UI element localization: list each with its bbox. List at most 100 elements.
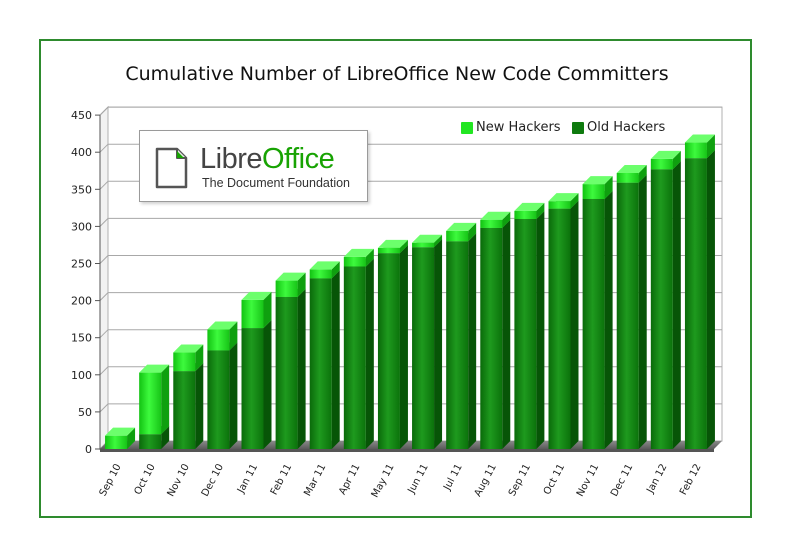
legend-swatch-old xyxy=(572,122,584,134)
x-tick-label: Jul 11 xyxy=(442,462,465,493)
bar-new-hackers-front xyxy=(684,142,707,159)
bar-new-hackers xyxy=(582,176,613,199)
bar-new-hackers xyxy=(446,222,477,242)
bar-new-hackers xyxy=(343,248,374,267)
bar-new-hackers-top xyxy=(241,291,272,300)
bar-old-hackers-side xyxy=(536,210,545,449)
plot-side-wall xyxy=(99,105,109,451)
bar-new-hackers-top xyxy=(616,164,647,173)
bar-new-hackers-side xyxy=(331,261,340,279)
bar-new-hackers-top xyxy=(207,321,238,330)
bar-new-hackers-top xyxy=(105,427,136,436)
x-tick-label: Oct 10 xyxy=(133,462,158,496)
bar-new-hackers-side xyxy=(297,272,306,297)
bar-old-hackers-side xyxy=(399,245,408,449)
bar-old-hackers-side xyxy=(570,200,579,449)
bar-new-hackers-top xyxy=(343,248,374,257)
x-tick-label: Sep 11 xyxy=(507,462,533,498)
y-tick-label: 300 xyxy=(71,220,92,233)
bar-old-hackers-front xyxy=(207,350,230,449)
x-tick-label: Apr 11 xyxy=(337,462,362,496)
bar-old-hackers xyxy=(309,270,340,449)
bar-new-hackers-side xyxy=(229,321,238,351)
bar-new-hackers xyxy=(650,150,681,170)
bar-new-hackers-front xyxy=(309,269,332,279)
y-tick-label: 450 xyxy=(71,109,92,122)
bar-old-hackers-front xyxy=(616,182,639,449)
bar-new-hackers-top xyxy=(650,150,681,159)
bar-new-hackers-side xyxy=(536,202,545,219)
bar-new-hackers xyxy=(207,321,238,351)
plot-floor-edge xyxy=(100,449,714,452)
bar-new-hackers-front xyxy=(480,219,503,228)
x-tick-label: Dec 11 xyxy=(609,462,635,498)
x-tick-label: Mar 11 xyxy=(302,462,328,498)
bar-old-hackers-side xyxy=(195,363,204,449)
x-tick-label: May 11 xyxy=(370,462,397,499)
bar-old-hackers-side xyxy=(229,342,238,449)
bar-old-hackers xyxy=(616,174,647,449)
bar-new-hackers-front xyxy=(105,435,128,449)
bar-old-hackers-front xyxy=(275,296,298,449)
logo-word-office: Office xyxy=(262,143,335,175)
bar-old-hackers-side xyxy=(672,161,681,450)
x-tick-label: Nov 11 xyxy=(575,462,601,498)
bar-old-hackers-front xyxy=(480,227,503,449)
bar-new-hackers-side xyxy=(434,234,443,248)
bar-new-hackers xyxy=(480,211,511,228)
y-tick-label: 50 xyxy=(78,406,92,419)
bar-old-hackers xyxy=(241,320,272,449)
bar-old-hackers-front xyxy=(241,328,264,449)
x-tick-label: Jan 11 xyxy=(235,462,260,496)
bar-old-hackers-side xyxy=(297,288,306,449)
bar-old-hackers xyxy=(446,233,477,449)
bar-new-hackers-front xyxy=(548,201,571,209)
bar-new-hackers-front xyxy=(241,299,264,329)
logo-wordmark: LibreOffice xyxy=(200,143,335,175)
bar-new-hackers-top xyxy=(514,202,545,211)
bar-new-hackers-front xyxy=(377,247,400,254)
bar-old-hackers-front xyxy=(173,371,196,449)
bar-old-hackers-side xyxy=(604,190,613,450)
bar-old-hackers-front xyxy=(446,241,469,449)
bar-new-hackers-side xyxy=(127,427,136,449)
bar-new-hackers-side xyxy=(604,176,613,199)
bar-new-hackers-front xyxy=(650,158,673,170)
bar-new-hackers-side xyxy=(399,239,408,254)
bar-new-hackers xyxy=(309,261,340,279)
bar-new-hackers xyxy=(412,234,443,248)
bar-old-hackers-front xyxy=(412,247,435,449)
bar-new-hackers-top xyxy=(582,176,613,185)
bar-new-hackers-front xyxy=(343,256,366,267)
y-tick-label: 350 xyxy=(71,183,92,196)
logo-word-libre: Libre xyxy=(200,143,263,175)
bar-new-hackers-side xyxy=(195,344,204,372)
bar-old-hackers xyxy=(412,239,443,449)
bar-new-hackers xyxy=(616,164,647,183)
bar-old-hackers xyxy=(343,258,374,449)
bar-new-hackers xyxy=(173,344,204,372)
bar-new-hackers-front xyxy=(139,372,162,435)
bar-new-hackers xyxy=(377,239,408,254)
bar-new-hackers xyxy=(275,272,306,297)
bar-old-hackers xyxy=(377,245,408,449)
bar-old-hackers-front xyxy=(343,266,366,449)
bar-new-hackers-side xyxy=(468,222,477,242)
y-tick-label: 200 xyxy=(71,295,92,308)
bar-old-hackers-side xyxy=(638,174,647,449)
bar-old-hackers-front xyxy=(139,434,162,449)
libreoffice-logo: LibreOffice The Document Foundation xyxy=(139,130,368,202)
bar-new-hackers-top xyxy=(548,193,579,202)
x-tick-label: Oct 11 xyxy=(542,462,567,496)
x-tick-label: Feb 12 xyxy=(678,462,703,497)
bar-new-hackers-side xyxy=(502,211,511,228)
bar-old-hackers xyxy=(548,200,579,449)
bar-old-hackers-side xyxy=(706,150,715,450)
bar-old-hackers-front xyxy=(650,169,673,450)
bar-old-hackers-side xyxy=(434,239,443,449)
bar-new-hackers xyxy=(241,291,272,329)
legend-label-new: New Hackers xyxy=(476,120,561,135)
gridline xyxy=(99,106,722,116)
bar-new-hackers-side xyxy=(263,291,272,329)
